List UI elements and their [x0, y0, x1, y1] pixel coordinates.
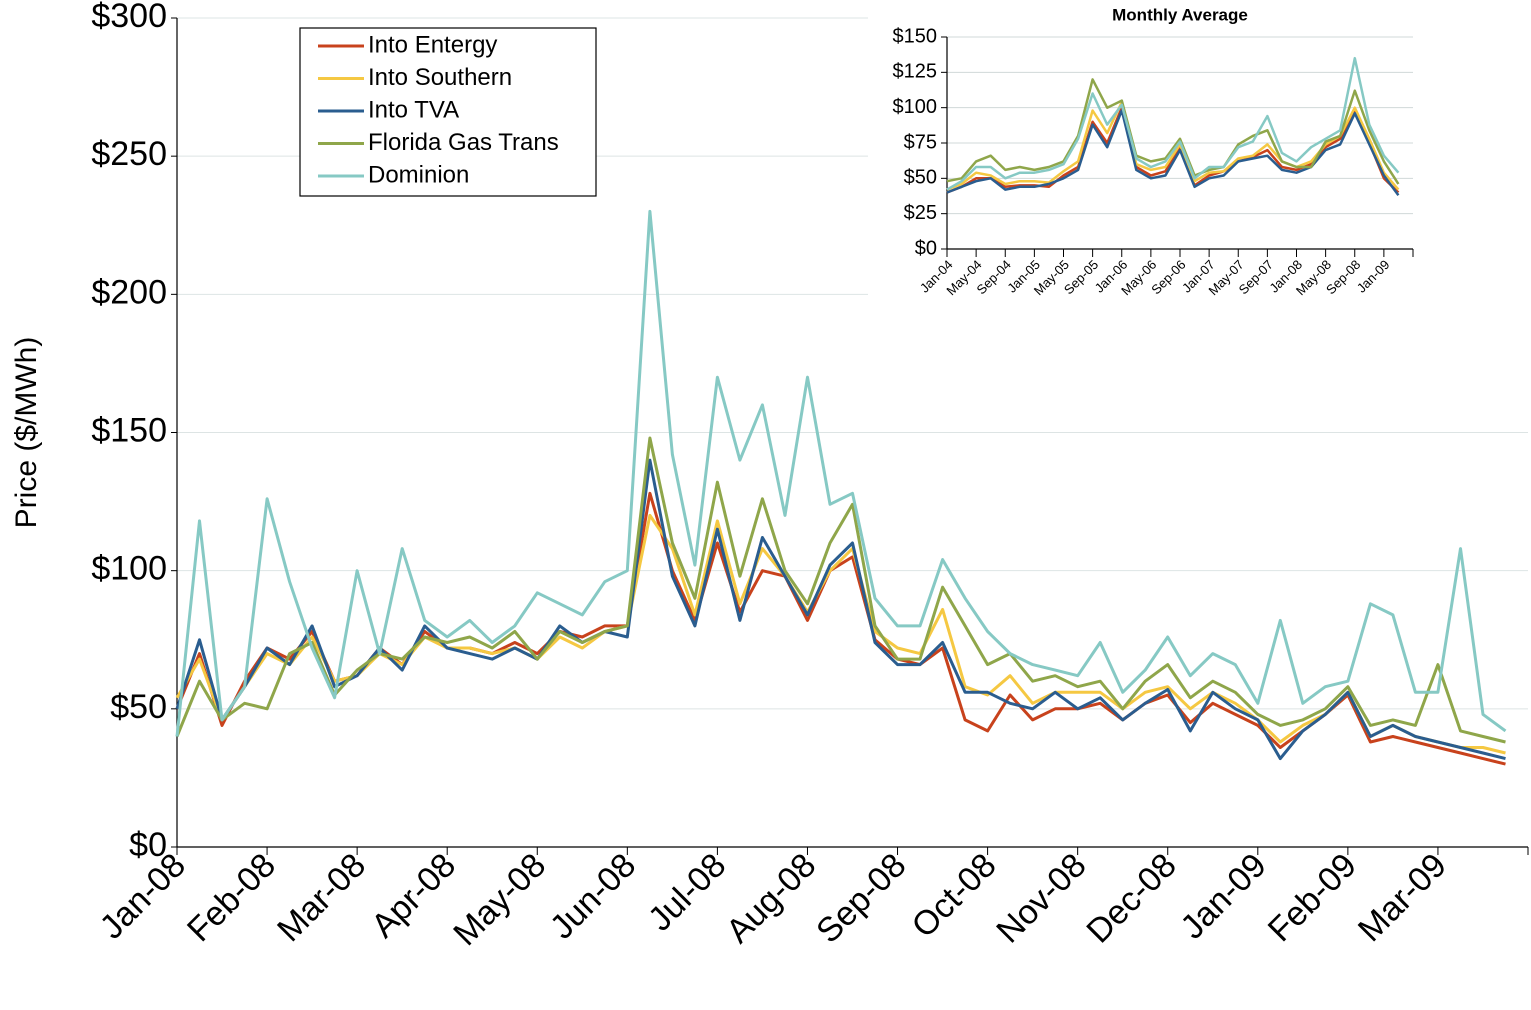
y-tick-label: $250 — [91, 135, 167, 173]
x-tick-label: Mar-08 — [270, 846, 373, 949]
inset-background — [868, 0, 1531, 300]
y-tick-label: $0 — [915, 237, 937, 259]
x-tick-label: Jun-08 — [543, 846, 643, 946]
y-tick-label: $150 — [91, 411, 167, 449]
line-series — [175, 436, 1506, 744]
chart-title: Monthly Average — [1112, 5, 1248, 24]
x-tick-label: Oct-08 — [905, 846, 1004, 945]
x-tick-label: Feb-08 — [180, 846, 283, 949]
y-tick-label: $300 — [91, 0, 167, 35]
x-tick-label: Apr-08 — [364, 846, 463, 945]
legend-label: Dominion — [368, 161, 469, 188]
legend-label: Into Entergy — [368, 31, 497, 58]
line-series — [946, 106, 1400, 194]
y-tick-label: $100 — [893, 96, 938, 118]
line-series — [946, 109, 1400, 197]
y-tick-label: $125 — [893, 61, 938, 83]
x-tick-label: Sep-08 — [809, 846, 913, 950]
x-tick-label: Nov-08 — [989, 846, 1093, 950]
line-series — [946, 78, 1400, 185]
y-tick-label: $150 — [893, 25, 938, 47]
y-tick-label: $50 — [904, 167, 937, 189]
x-tick-label: May-08 — [446, 846, 553, 953]
line-series — [175, 458, 1506, 761]
y-tick-label: $75 — [904, 131, 937, 153]
line-series — [175, 513, 1506, 755]
legend-label: Into TVA — [368, 96, 459, 123]
y-axis-label: Price ($/MWh) — [10, 337, 43, 529]
x-tick-label: Jan-09 — [1173, 846, 1273, 946]
y-tick-label: $100 — [91, 550, 167, 588]
legend-label: Into Southern — [368, 64, 512, 91]
y-tick-label: $200 — [91, 273, 167, 311]
line-series — [175, 209, 1507, 737]
x-tick-label: Aug-08 — [719, 846, 823, 950]
inset-chart: $0$25$50$75$100$125$150Jan-04May-04Sep-0… — [868, 0, 1531, 300]
y-tick-label: $50 — [110, 688, 167, 726]
x-tick-label: Mar-09 — [1351, 846, 1454, 949]
legend-label: Florida Gas Trans — [368, 129, 559, 156]
y-tick-label: $25 — [904, 202, 937, 224]
y-tick-label: $0 — [129, 826, 167, 864]
x-tick-label: Dec-08 — [1079, 846, 1183, 950]
x-tick-label: Feb-09 — [1261, 846, 1364, 949]
line-series — [946, 56, 1400, 191]
